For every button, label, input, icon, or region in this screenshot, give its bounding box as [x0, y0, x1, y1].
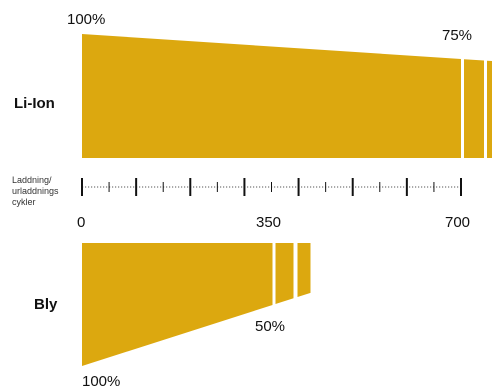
li-ion-extra-segment: [487, 60, 492, 158]
bly-area: [82, 243, 273, 366]
x-axis-label-line: Laddning/: [12, 175, 52, 185]
bly-extra-segment: [275, 243, 294, 305]
bly-series: [82, 243, 311, 366]
li-ion-series-label: Li-Ion: [14, 95, 55, 112]
x-axis-label-line: urladdnings: [12, 186, 59, 196]
bly-series-label: Bly: [34, 296, 58, 313]
x-axis-label-line: cykler: [12, 197, 36, 207]
li-ion-area: [82, 34, 461, 158]
x-tick-label: 350: [256, 214, 282, 231]
li-ion-start-label: 100%: [67, 11, 106, 28]
cycle-axis: [81, 178, 462, 196]
li-ion-extra-segment: [464, 59, 484, 158]
li-ion-end-label: 75%: [442, 27, 473, 44]
x-tick-label: 700: [445, 214, 471, 231]
bly-end-label: 50%: [255, 318, 286, 335]
li-ion-series: [82, 34, 492, 158]
x-axis-label: Laddning/ urladdnings cykler: [12, 175, 59, 208]
x-tick-label: 0: [77, 214, 86, 231]
bly-extra-segment: [297, 243, 311, 297]
bly-start-label: 100%: [82, 373, 121, 390]
